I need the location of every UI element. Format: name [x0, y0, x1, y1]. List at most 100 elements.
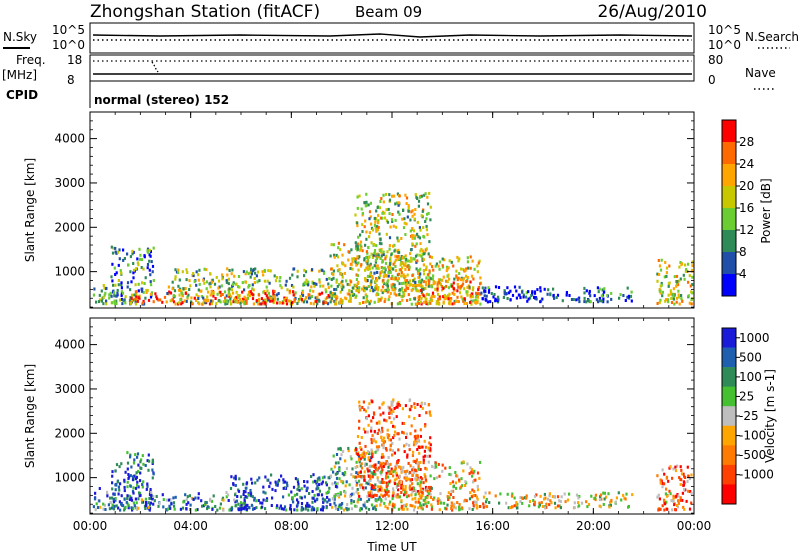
power-cell — [690, 298, 693, 302]
power-cell — [388, 236, 392, 240]
power-cell — [388, 244, 391, 247]
velocity-cell — [419, 468, 422, 471]
velocity-cell — [454, 506, 457, 510]
velocity-cell — [233, 476, 236, 480]
power-cell — [272, 289, 275, 293]
velocity-cell — [631, 493, 634, 497]
velocity-cell — [221, 496, 225, 500]
power-cell — [142, 267, 145, 271]
velocity-cell — [422, 481, 425, 485]
power-cell — [307, 293, 310, 297]
power-cell — [334, 300, 337, 304]
power-cell — [471, 288, 474, 292]
power-cell — [384, 268, 387, 272]
velocity-cell — [599, 505, 602, 509]
power-cell — [588, 289, 591, 293]
velocity-cell — [545, 505, 548, 509]
velocity-cell — [424, 499, 427, 503]
velocity-cell — [150, 491, 153, 494]
power-cell — [381, 260, 384, 264]
power-cell — [131, 252, 134, 256]
power-cell — [431, 265, 434, 269]
velocity-cell — [414, 477, 417, 481]
power-cell — [387, 298, 390, 302]
power-cell — [384, 192, 388, 196]
power-cell — [404, 254, 407, 258]
power-cell — [497, 297, 500, 301]
power-cell — [429, 205, 432, 209]
velocity-cell — [321, 508, 324, 512]
power-cell — [130, 293, 134, 297]
velocity-cell — [412, 471, 415, 475]
power-cell — [673, 302, 676, 306]
power-cell — [506, 286, 509, 290]
power-cell — [465, 302, 469, 305]
velocity-cell — [363, 408, 366, 412]
power-cell — [310, 295, 313, 298]
velocity-cell — [424, 496, 427, 499]
velocity-cell — [679, 465, 682, 469]
power-cell — [324, 288, 327, 292]
power-cell — [416, 232, 419, 236]
velocity-cell — [146, 484, 149, 488]
power-cell — [421, 257, 424, 261]
power-cell — [386, 280, 389, 284]
velocity-cell — [679, 477, 682, 481]
velocity-cell — [668, 489, 671, 493]
power-cell — [367, 203, 370, 207]
velocity-cell — [450, 504, 453, 508]
power-cell — [318, 280, 321, 284]
power-cell — [396, 255, 399, 259]
velocity-cell — [475, 502, 478, 506]
velocity-cell — [424, 445, 428, 449]
power-cell — [382, 193, 385, 197]
power-cell — [293, 267, 296, 271]
velocity-cell — [146, 459, 149, 463]
power-cell — [583, 286, 586, 290]
power-cell — [462, 299, 465, 303]
velocity-cell — [412, 443, 416, 447]
velocity-cell — [299, 495, 302, 499]
power-cell — [675, 274, 679, 278]
power-cell — [524, 295, 528, 299]
power-colorbar-block — [722, 164, 736, 187]
velocity-cell — [690, 473, 693, 477]
velocity-cell — [225, 491, 228, 494]
power-cell — [397, 248, 400, 252]
velocity-cell — [424, 501, 427, 505]
power-x-ticks — [89, 112, 695, 308]
velocity-cell — [360, 462, 363, 466]
power-cell — [200, 289, 203, 293]
velocity-cell — [335, 453, 339, 456]
power-cell — [422, 263, 425, 267]
power-cell — [387, 270, 390, 274]
velocity-cell — [358, 494, 361, 498]
velocity-cell — [385, 460, 388, 464]
power-cell — [396, 279, 399, 283]
power-cell — [412, 229, 416, 233]
velocity-cell — [332, 470, 335, 474]
velocity-cell — [476, 506, 479, 510]
power-cell — [385, 283, 388, 286]
velocity-y-tick-label: 1000 — [54, 471, 85, 485]
velocity-cell — [294, 477, 297, 481]
velocity-cell — [128, 475, 131, 479]
velocity-cell — [370, 429, 373, 433]
power-cell — [120, 283, 123, 287]
power-cell — [407, 209, 410, 213]
velocity-cell — [354, 466, 357, 469]
power-cell — [296, 275, 299, 279]
power-cell — [309, 289, 312, 293]
power-cell — [100, 299, 103, 303]
power-cell — [358, 286, 361, 290]
velocity-cell — [321, 497, 324, 501]
power-cell — [356, 282, 359, 285]
power-cell — [92, 293, 96, 297]
power-cell — [401, 256, 404, 260]
velocity-cell — [472, 501, 475, 505]
velocity-cell — [416, 403, 419, 406]
power-cell — [404, 267, 407, 271]
power-cell — [252, 302, 255, 306]
power-cell — [273, 274, 276, 278]
